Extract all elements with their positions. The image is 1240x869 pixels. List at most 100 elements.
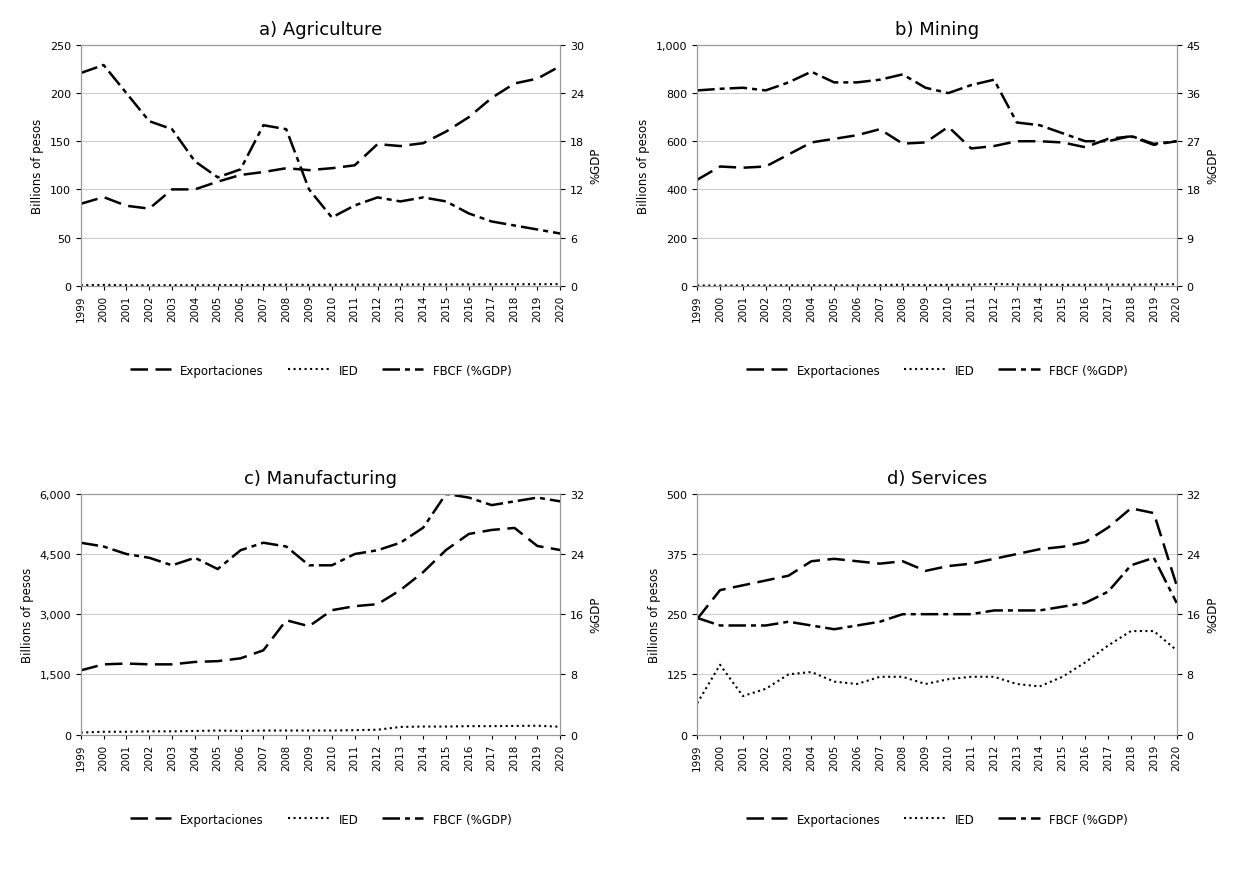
Exportaciones (485, 525, 500, 535)
FBCF (%GDP) (415, 523, 430, 534)
IED (393, 722, 408, 733)
FBCF (%GDP) (918, 83, 932, 94)
Exportaciones (1078, 537, 1092, 547)
IED (119, 726, 134, 737)
IED (735, 281, 750, 291)
Title: d) Services: d) Services (887, 469, 987, 488)
FBCF (%GDP) (1009, 606, 1024, 616)
FBCF (%GDP) (301, 561, 316, 571)
Exportaciones (187, 657, 202, 667)
IED (97, 281, 112, 291)
FBCF (%GDP) (827, 78, 842, 89)
IED (141, 281, 156, 291)
Line: Exportaciones: Exportaciones (697, 128, 1177, 181)
FBCF (%GDP) (1169, 598, 1184, 608)
IED (1009, 280, 1024, 290)
IED (849, 679, 864, 689)
IED (507, 280, 522, 290)
Line: FBCF (%GDP): FBCF (%GDP) (697, 558, 1177, 629)
FBCF (%GDP) (804, 68, 818, 78)
IED (73, 727, 88, 738)
FBCF (%GDP) (279, 125, 294, 136)
IED (141, 726, 156, 737)
Y-axis label: %GDP: %GDP (590, 148, 603, 184)
Exportaciones (255, 168, 270, 178)
IED (1032, 681, 1047, 692)
IED (507, 721, 522, 732)
FBCF (%GDP) (941, 89, 956, 99)
FBCF (%GDP) (97, 541, 112, 552)
Exportaciones (963, 144, 978, 155)
IED (461, 280, 476, 290)
FBCF (%GDP) (941, 609, 956, 620)
Legend: Exportaciones, IED, FBCF (%GDP): Exportaciones, IED, FBCF (%GDP) (125, 360, 516, 382)
IED (804, 281, 818, 291)
Exportaciones (827, 554, 842, 564)
Line: FBCF (%GDP): FBCF (%GDP) (81, 494, 560, 569)
IED (1055, 672, 1070, 682)
Exportaciones (165, 660, 180, 670)
Line: Exportaciones: Exportaciones (697, 508, 1177, 620)
Exportaciones (804, 138, 818, 149)
FBCF (%GDP) (689, 86, 704, 96)
FBCF (%GDP) (804, 620, 818, 631)
Exportaciones (97, 193, 112, 203)
IED (187, 726, 202, 736)
IED (758, 281, 773, 291)
Y-axis label: Billions of pesos: Billions of pesos (637, 118, 651, 214)
Exportaciones (918, 566, 932, 576)
IED (1101, 640, 1116, 651)
IED (849, 281, 864, 291)
FBCF (%GDP) (553, 496, 568, 507)
FBCF (%GDP) (1055, 601, 1070, 612)
FBCF (%GDP) (187, 553, 202, 563)
IED (895, 672, 910, 682)
Exportaciones (141, 660, 156, 670)
IED (370, 280, 384, 290)
IED (1009, 679, 1024, 689)
Exportaciones (393, 142, 408, 152)
Y-axis label: Billions of pesos: Billions of pesos (647, 567, 661, 662)
Exportaciones (347, 161, 362, 171)
IED (987, 280, 1002, 290)
FBCF (%GDP) (119, 549, 134, 560)
Exportaciones (553, 62, 568, 72)
FBCF (%GDP) (1146, 140, 1161, 150)
IED (895, 280, 910, 290)
IED (461, 721, 476, 732)
Exportaciones (987, 554, 1002, 564)
FBCF (%GDP) (439, 197, 454, 208)
Exportaciones (119, 659, 134, 669)
FBCF (%GDP) (553, 229, 568, 240)
FBCF (%GDP) (849, 78, 864, 89)
FBCF (%GDP) (415, 193, 430, 203)
FBCF (%GDP) (1101, 136, 1116, 147)
FBCF (%GDP) (873, 76, 888, 86)
FBCF (%GDP) (119, 89, 134, 99)
Exportaciones (1123, 132, 1138, 143)
FBCF (%GDP) (370, 193, 384, 203)
Exportaciones (301, 166, 316, 176)
IED (963, 672, 978, 682)
Exportaciones (439, 127, 454, 137)
FBCF (%GDP) (735, 620, 750, 631)
FBCF (%GDP) (73, 538, 88, 548)
IED (415, 280, 430, 290)
Exportaciones (735, 580, 750, 591)
IED (301, 726, 316, 736)
IED (485, 280, 500, 290)
Exportaciones (1078, 143, 1092, 153)
Exportaciones (1009, 136, 1024, 147)
FBCF (%GDP) (233, 546, 248, 556)
FBCF (%GDP) (165, 125, 180, 136)
Title: b) Mining: b) Mining (895, 21, 980, 39)
IED (255, 726, 270, 736)
Exportaciones (941, 123, 956, 133)
Exportaciones (873, 125, 888, 136)
FBCF (%GDP) (393, 197, 408, 208)
Exportaciones (1101, 135, 1116, 145)
Exportaciones (553, 545, 568, 555)
FBCF (%GDP) (393, 538, 408, 548)
Y-axis label: %GDP: %GDP (590, 596, 603, 633)
IED (713, 660, 728, 670)
